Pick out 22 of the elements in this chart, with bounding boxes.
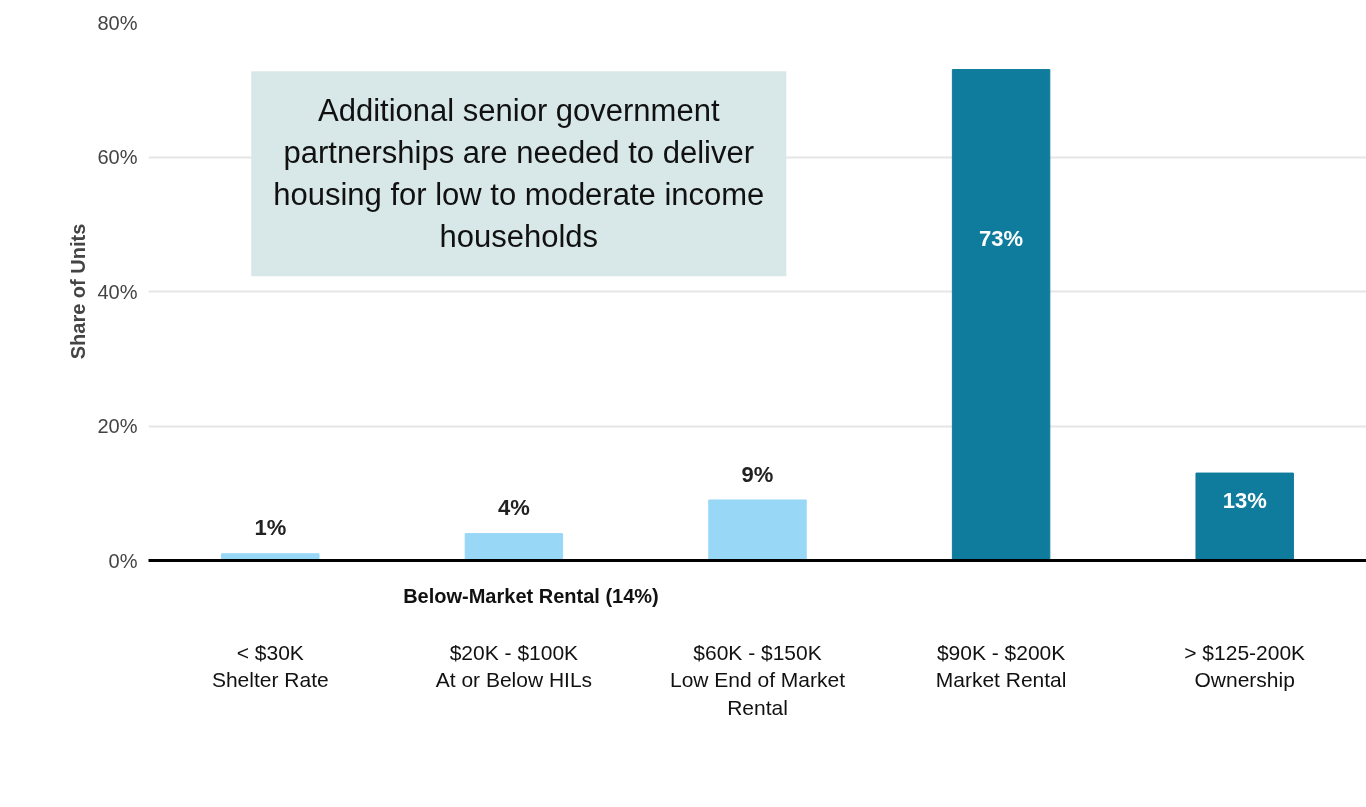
bar bbox=[708, 499, 807, 561]
y-tick-label: 20% bbox=[97, 415, 138, 437]
y-tick-label: 60% bbox=[97, 146, 138, 168]
data-label: 9% bbox=[741, 461, 774, 487]
bar bbox=[464, 533, 564, 561]
x-tick-label: $90K - $200K Market Rental bbox=[935, 640, 1067, 692]
x-tick-label: $20K - $100K At or Below HILs bbox=[435, 640, 593, 692]
annotation: Additional senior government partnerships are needed to deliver housing for low to moderate income households bbox=[273, 93, 765, 255]
x-tick-label: > $125-200K Ownership bbox=[1184, 640, 1306, 692]
bar bbox=[951, 69, 1051, 561]
x-tick-label: < $30K Shelter Rate bbox=[211, 640, 329, 692]
data-label: 73% bbox=[979, 226, 1024, 252]
x-tick-label: $60K - $150K Low End of Market Rental bbox=[669, 640, 846, 719]
bar bbox=[1195, 472, 1294, 561]
text: Below-Market Rental (14%) bbox=[403, 584, 659, 607]
y-tick-label: 80% bbox=[97, 11, 138, 34]
data-label: 4% bbox=[498, 495, 530, 521]
data-label: 13% bbox=[1222, 488, 1267, 514]
y-axis-title: Share of Units bbox=[67, 223, 90, 360]
y-tick-label: 0% bbox=[108, 549, 138, 572]
data-label: 1% bbox=[254, 515, 287, 541]
y-tick-label: 40% bbox=[97, 280, 138, 303]
